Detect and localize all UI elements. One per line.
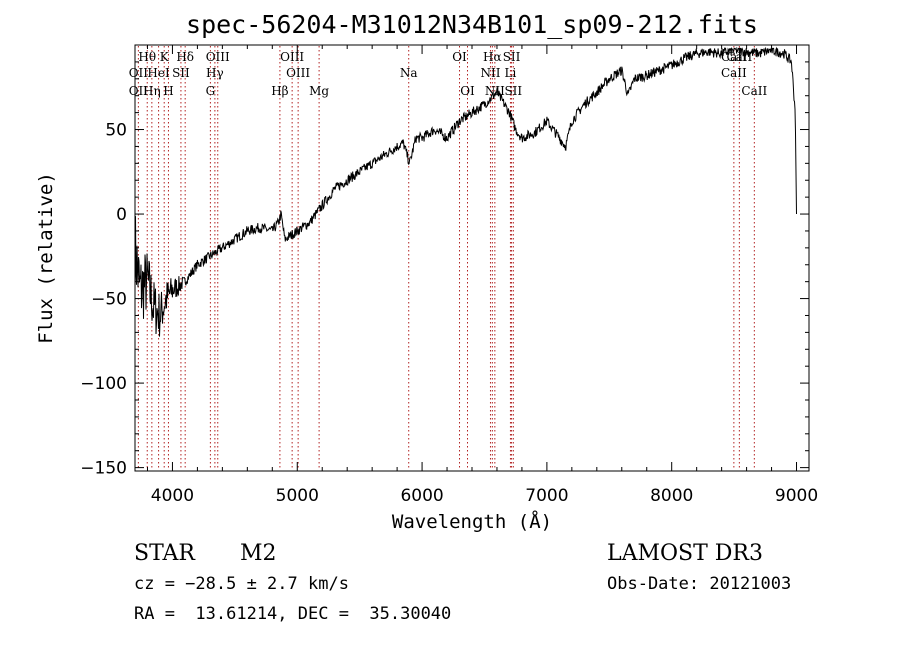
y-tick-label: −100 — [80, 374, 127, 394]
spectral-line-label: SII — [504, 84, 522, 98]
chart-title: spec-56204-M31012N34B101_sp09-212.fits — [186, 10, 758, 39]
y-tick-label: 0 — [116, 205, 127, 225]
spectral-line-label: Mg — [309, 84, 329, 98]
spectral-line-label: Hη — [143, 84, 161, 98]
object-class: STAR — [134, 541, 196, 566]
spectral-line-label: OI — [452, 50, 467, 64]
x-axis-ticks: 4000 5000 6000 7000 8000 9000 — [146, 45, 818, 506]
spectral-line-label: Li — [505, 66, 517, 80]
spectral-line-label: OIII — [280, 50, 304, 64]
spectral-line-label: SII — [503, 50, 521, 64]
x-tick-label: 4000 — [151, 486, 194, 506]
object-subclass: M2 — [240, 541, 277, 566]
x-axis-label: Wavelength (Å) — [392, 510, 552, 533]
spectral-line-label: G — [206, 84, 216, 98]
y-tick-label: −150 — [80, 459, 127, 479]
spectral-line-label: K — [160, 50, 170, 64]
spectral-line-markers — [137, 46, 755, 470]
survey-name: LAMOST DR3 — [607, 541, 763, 566]
spectral-line-label: Na — [400, 66, 418, 80]
coordinates-text: RA = 13.61214, DEC = 35.30040 — [134, 604, 451, 624]
y-tick-label: −50 — [91, 290, 127, 310]
obs-date-text: Obs-Date: 20121003 — [607, 574, 791, 594]
spectral-line-label: H — [163, 84, 173, 98]
spectral-line-label: OII — [129, 84, 149, 98]
spectral-line-label: Hα — [483, 50, 502, 64]
y-axis-label: Flux (relative) — [35, 172, 57, 344]
spectral-line-label: OII — [129, 66, 149, 80]
spectral-line-label: Hγ — [206, 66, 224, 80]
spectrum-trace — [134, 46, 797, 337]
spectral-line-label: Hβ — [271, 84, 288, 98]
spectral-line-label: OIII — [286, 66, 310, 80]
x-tick-label: 8000 — [650, 486, 693, 506]
y-axis-ticks: 50 0 −50 −100 −150 — [80, 61, 809, 479]
spectral-line-label: SII — [172, 66, 190, 80]
spectral-line-label: CaII — [741, 84, 767, 98]
spectral-line-label: NII — [480, 66, 500, 80]
x-tick-label: 7000 — [525, 486, 568, 506]
y-tick-label: 50 — [105, 121, 127, 141]
spectral-line-label: OIII — [206, 50, 230, 64]
x-tick-label: 6000 — [400, 486, 443, 506]
spectral-line-label: CaII — [721, 66, 747, 80]
spectral-line-label: Hθ — [138, 50, 156, 64]
x-tick-label: 5000 — [276, 486, 319, 506]
spectral-line-label: Hδ — [176, 50, 194, 64]
x-tick-label: 9000 — [775, 486, 818, 506]
spectral-line-label: HeI — [147, 66, 170, 80]
spectral-line-label: OI — [460, 84, 475, 98]
redshift-text: cz = −28.5 ± 2.7 km/s — [134, 574, 349, 594]
